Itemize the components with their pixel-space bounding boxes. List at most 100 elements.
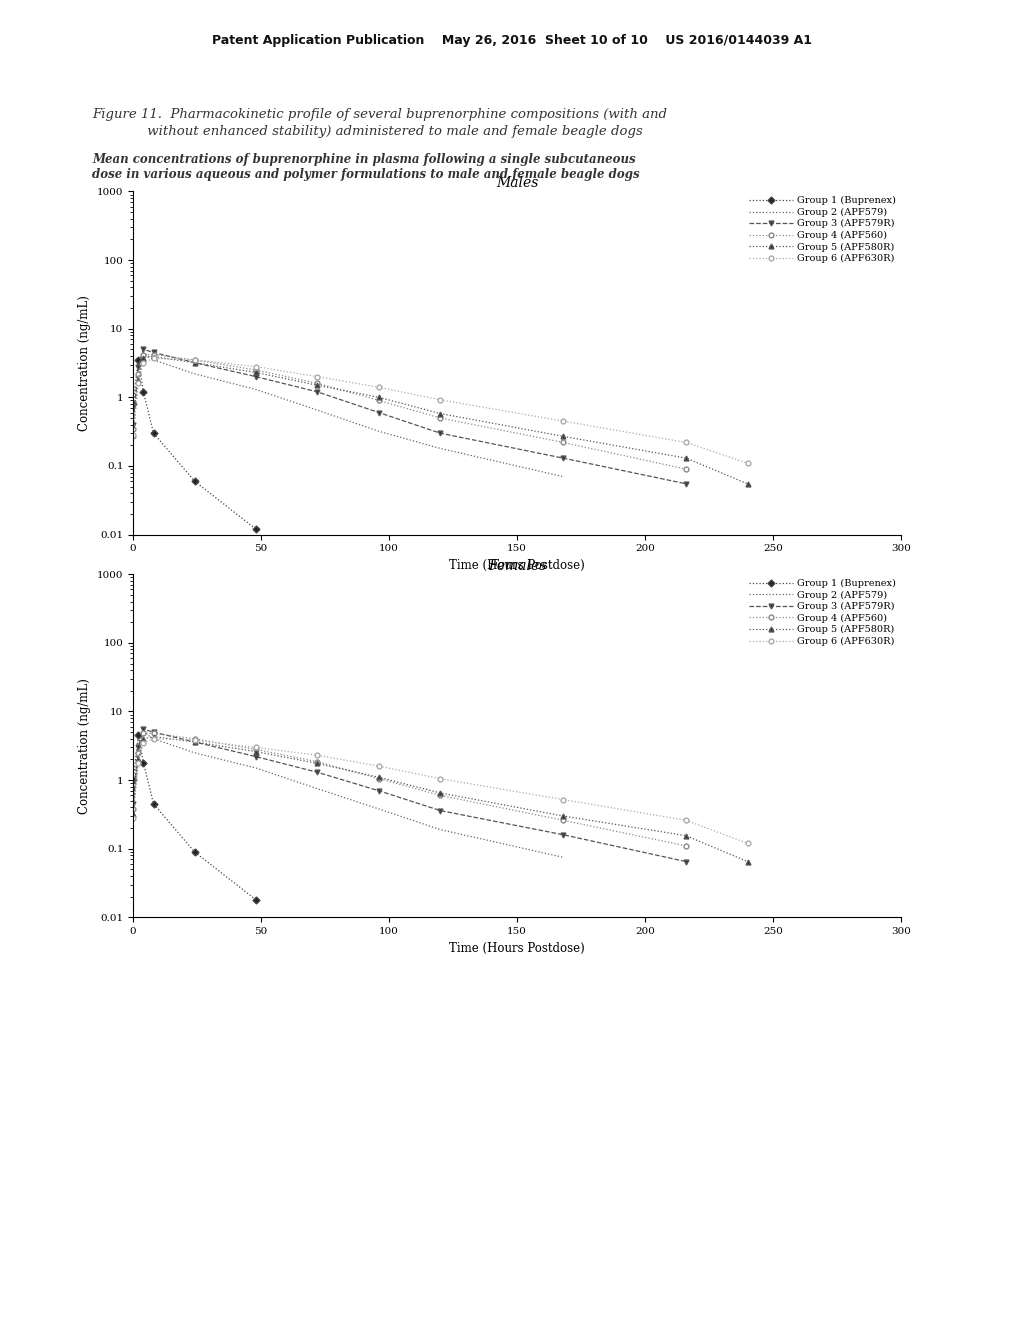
Group 3 (APF579R): [680, 854, 692, 870]
Title: Females: Females: [487, 560, 547, 573]
Line: Group 3 (APF579R): Group 3 (APF579R): [131, 347, 688, 486]
Group 2 (APF579): [557, 469, 569, 484]
Group 2 (APF579): [250, 381, 262, 397]
Group 4 (APF560): [311, 754, 324, 770]
Group 1 (Buprenex): [127, 772, 139, 788]
Group 5 (APF580R): [250, 743, 262, 759]
Group 4 (APF560): [147, 347, 160, 363]
Line: Group 5 (APF580R): Group 5 (APF580R): [131, 354, 750, 486]
Group 5 (APF580R): [434, 785, 446, 801]
Group 5 (APF580R): [557, 808, 569, 824]
Group 3 (APF579R): [311, 384, 324, 400]
Group 5 (APF580R): [373, 770, 385, 785]
Group 4 (APF560): [137, 347, 150, 363]
Group 2 (APF579): [557, 849, 569, 865]
Group 4 (APF560): [557, 812, 569, 828]
Group 4 (APF560): [127, 801, 139, 817]
Group 6 (APF630R): [132, 375, 144, 391]
Legend: Group 1 (Buprenex), Group 2 (APF579), Group 3 (APF579R), Group 4 (APF560), Group: Group 1 (Buprenex), Group 2 (APF579), Gr…: [744, 576, 900, 649]
Group 5 (APF580R): [680, 450, 692, 466]
Line: Group 6 (APF630R): Group 6 (APF630R): [131, 737, 750, 846]
Group 5 (APF580R): [188, 355, 201, 371]
Group 3 (APF579R): [127, 417, 139, 433]
Group 6 (APF630R): [373, 379, 385, 395]
Group 3 (APF579R): [188, 355, 201, 371]
Text: Figure 11.  Pharmacokinetic profile of several buprenorphine compositions (with : Figure 11. Pharmacokinetic profile of se…: [92, 108, 668, 121]
Group 3 (APF579R): [557, 826, 569, 842]
Group 6 (APF630R): [188, 733, 201, 748]
Line: Group 5 (APF580R): Group 5 (APF580R): [131, 734, 750, 865]
Group 2 (APF579): [373, 801, 385, 817]
Group 4 (APF560): [188, 731, 201, 747]
Group 6 (APF630R): [250, 359, 262, 375]
Group 3 (APF579R): [557, 450, 569, 466]
Group 3 (APF579R): [137, 342, 150, 358]
Group 2 (APF579): [132, 735, 144, 751]
Group 1 (Buprenex): [147, 796, 160, 812]
Group 4 (APF560): [373, 771, 385, 787]
Group 4 (APF560): [250, 742, 262, 758]
Group 1 (Buprenex): [188, 474, 201, 490]
Group 6 (APF630R): [250, 739, 262, 755]
Group 2 (APF579): [311, 780, 324, 796]
Group 2 (APF579): [137, 725, 150, 741]
Group 4 (APF560): [132, 744, 144, 760]
Legend: Group 1 (Buprenex), Group 2 (APF579), Group 3 (APF579R), Group 4 (APF560), Group: Group 1 (Buprenex), Group 2 (APF579), Gr…: [744, 193, 900, 267]
Group 4 (APF560): [557, 434, 569, 450]
Group 1 (Buprenex): [132, 727, 144, 743]
Group 6 (APF630R): [557, 792, 569, 808]
Group 6 (APF630R): [311, 747, 324, 763]
Group 5 (APF580R): [132, 372, 144, 388]
Group 6 (APF630R): [147, 350, 160, 366]
Line: Group 6 (APF630R): Group 6 (APF630R): [131, 356, 750, 466]
Group 5 (APF580R): [680, 828, 692, 843]
Group 6 (APF630R): [680, 812, 692, 828]
Group 2 (APF579): [434, 441, 446, 457]
Group 3 (APF579R): [132, 739, 144, 755]
Group 1 (Buprenex): [137, 755, 150, 771]
Group 5 (APF580R): [127, 807, 139, 822]
Group 1 (Buprenex): [250, 892, 262, 908]
Group 6 (APF630R): [741, 455, 754, 471]
Group 5 (APF580R): [373, 389, 385, 405]
Group 2 (APF579): [147, 731, 160, 747]
Group 1 (Buprenex): [137, 384, 150, 400]
Group 2 (APF579): [127, 793, 139, 809]
Group 5 (APF580R): [311, 378, 324, 393]
Group 3 (APF579R): [147, 725, 160, 741]
Group 4 (APF560): [311, 375, 324, 391]
Line: Group 4 (APF560): Group 4 (APF560): [131, 731, 688, 849]
Group 4 (APF560): [373, 392, 385, 408]
Group 2 (APF579): [188, 366, 201, 381]
Group 4 (APF560): [137, 726, 150, 742]
Group 5 (APF580R): [311, 755, 324, 771]
Y-axis label: Concentration (ng/mL): Concentration (ng/mL): [79, 296, 91, 430]
Group 6 (APF630R): [741, 836, 754, 851]
Group 1 (Buprenex): [250, 521, 262, 537]
Group 5 (APF580R): [741, 854, 754, 870]
Group 4 (APF560): [132, 366, 144, 381]
Group 3 (APF579R): [250, 368, 262, 384]
X-axis label: Time (Hours Postdose): Time (Hours Postdose): [450, 941, 585, 954]
Group 5 (APF580R): [250, 364, 262, 380]
Group 3 (APF579R): [373, 783, 385, 799]
Group 4 (APF560): [147, 726, 160, 742]
Text: Patent Application Publication    May 26, 2016  Sheet 10 of 10    US 2016/014403: Patent Application Publication May 26, 2…: [212, 34, 812, 48]
Group 6 (APF630R): [188, 352, 201, 368]
Group 5 (APF580R): [127, 428, 139, 444]
Group 1 (Buprenex): [127, 396, 139, 412]
Group 6 (APF630R): [132, 755, 144, 771]
Group 3 (APF579R): [680, 477, 692, 492]
Title: Males: Males: [496, 177, 539, 190]
Group 5 (APF580R): [434, 405, 446, 421]
Group 1 (Buprenex): [147, 425, 160, 441]
Group 1 (Buprenex): [132, 352, 144, 368]
Group 3 (APF579R): [188, 734, 201, 750]
Group 4 (APF560): [188, 352, 201, 368]
Group 6 (APF630R): [137, 355, 150, 371]
Group 2 (APF579): [311, 403, 324, 418]
Group 5 (APF580R): [557, 429, 569, 445]
Group 2 (APF579): [127, 417, 139, 433]
Group 3 (APF579R): [127, 796, 139, 812]
Group 4 (APF560): [250, 362, 262, 378]
